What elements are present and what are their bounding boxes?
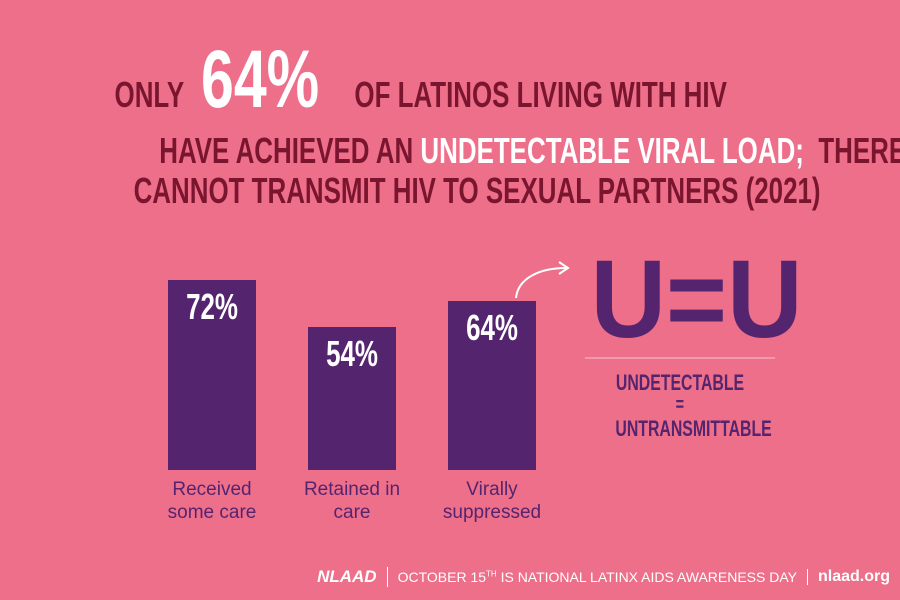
footer-text: OCTOBER 15 — [397, 569, 487, 585]
value-label-text: 54% — [326, 333, 378, 375]
headline-line: CANNOT TRANSMIT HIV TO SEXUAL PARTNERS (… — [0, 170, 900, 212]
uu-text: UNDETECTABLE — [615, 370, 745, 395]
value-label: 64% — [448, 307, 536, 349]
headline-highlight: 64% — [200, 34, 319, 125]
uu-symbol: U=U — [590, 238, 803, 361]
category-label: Received some care — [167, 479, 257, 523]
bar — [308, 327, 396, 470]
bar — [448, 301, 536, 470]
headline-text: THEREFORE — [818, 130, 900, 171]
headline-text: HAVE ACHIEVED AN — [159, 130, 414, 171]
uu-text: = — [675, 394, 685, 416]
value-label-text: 72% — [186, 285, 238, 327]
headline-text: CANNOT TRANSMIT HIV TO SEXUAL PARTNERS (… — [133, 170, 821, 211]
category-label: Retained in care — [303, 479, 401, 523]
headline-text: OF LATINOS LIVING WITH HIV — [354, 74, 727, 115]
footer-sup: TH — [486, 569, 497, 579]
footer-text: IS NATIONAL LATINX AIDS AWARENESS DAY — [500, 569, 797, 585]
headline-line: HAVE ACHIEVED AN UNDETECTABLE VIRAL LOAD… — [0, 130, 900, 172]
logo: NLAAD — [317, 567, 388, 587]
headline-highlight: UNDETECTABLE VIRAL LOAD; — [420, 130, 804, 171]
footer-note: OCTOBER 15TH IS NATIONAL LATINX AIDS AWA… — [388, 569, 808, 585]
category-label: Virally suppressed — [442, 479, 542, 523]
value-label: 54% — [308, 333, 396, 375]
footer: NLAAD OCTOBER 15TH IS NATIONAL LATINX AI… — [317, 566, 890, 588]
arrow-head — [558, 261, 570, 275]
value-label: 72% — [168, 286, 256, 328]
site: nlaad.org — [817, 568, 890, 585]
bar — [168, 279, 256, 470]
value-label-text: 64% — [466, 307, 518, 349]
uu-text: UNTRANSMITTABLE — [615, 416, 772, 441]
headline-line: ONLY 64% OF LATINOS LIVING WITH HIV — [0, 34, 900, 125]
arrow — [515, 267, 567, 299]
headline-text: ONLY — [114, 74, 185, 115]
